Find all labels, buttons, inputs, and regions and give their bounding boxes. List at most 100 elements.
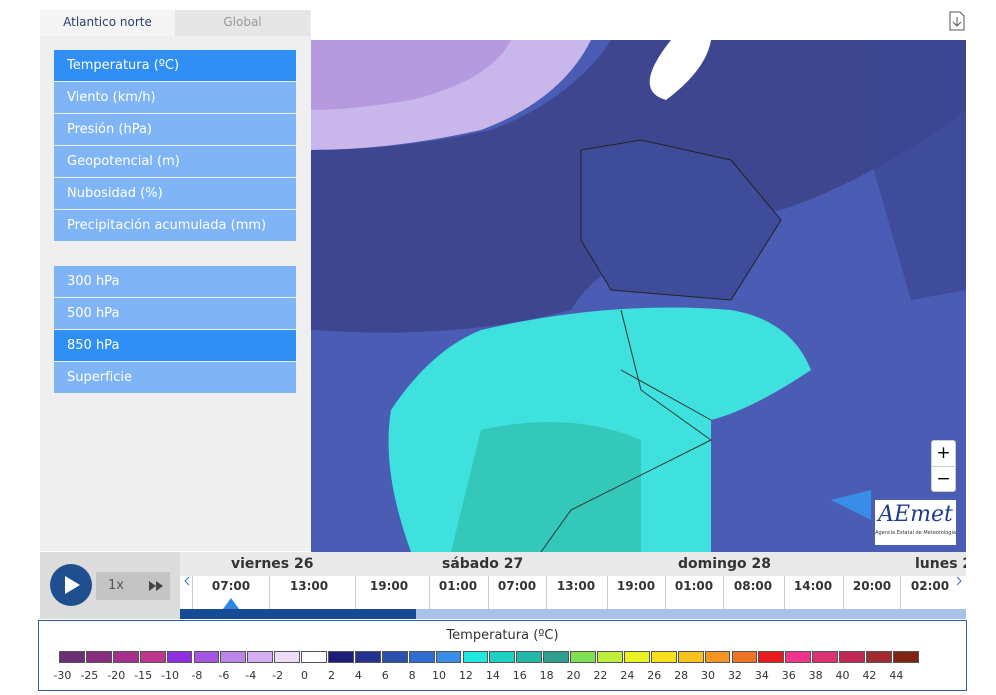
- legend-swatch: [866, 651, 892, 663]
- logo-name: AEmet: [878, 502, 953, 527]
- legend-label: 22: [593, 669, 608, 682]
- legend-label: 6: [381, 669, 389, 682]
- legend-swatch: [408, 651, 435, 663]
- time-label[interactable]: 19:00: [616, 579, 656, 593]
- legend-swatch: [85, 651, 112, 663]
- legend-label: 10: [432, 669, 447, 682]
- time-label[interactable]: 01:00: [674, 579, 714, 593]
- legend-swatch: [381, 651, 408, 663]
- legend-swatch: [193, 651, 220, 663]
- progress-fill: [180, 609, 416, 619]
- menu-item[interactable]: Precipitación acumulada (mm): [54, 210, 296, 241]
- speed-box: 1x: [96, 572, 170, 600]
- legend-label: -25: [80, 669, 99, 682]
- menu-item[interactable]: Geopotencial (m): [54, 146, 296, 177]
- time-label[interactable]: 14:00: [793, 579, 833, 593]
- zoom-control: + −: [931, 440, 956, 492]
- time-label[interactable]: 07:00: [211, 579, 251, 593]
- time-cell[interactable]: [354, 576, 424, 609]
- zoom-in[interactable]: +: [932, 441, 955, 467]
- menu-item[interactable]: 500 hPa: [54, 298, 296, 329]
- legend-swatch: [59, 651, 85, 663]
- legend-label: 44: [889, 669, 904, 682]
- menu-item[interactable]: Presión (hPa): [54, 114, 296, 145]
- legend-swatch: [758, 651, 785, 663]
- map[interactable]: [311, 40, 966, 552]
- legend-label: 34: [754, 669, 769, 682]
- legend-swatch: [516, 651, 543, 663]
- time-cell[interactable]: [664, 576, 724, 609]
- legend-swatch: [354, 651, 381, 663]
- legend-label: -10: [161, 669, 180, 682]
- legend: Temperatura (ºC) -30 -25 -20 -15 -10 -8 -6 -4 -2…: [38, 620, 967, 691]
- next-arrow[interactable]: [954, 576, 964, 586]
- legend-swatch: [731, 651, 758, 663]
- tab[interactable]: Global: [175, 10, 310, 36]
- legend-label: 32: [727, 669, 742, 682]
- time-cell[interactable]: [192, 576, 270, 609]
- legend-label: 4: [354, 669, 362, 682]
- play-button[interactable]: [49, 563, 93, 607]
- time-label[interactable]: 13:00: [556, 579, 596, 593]
- time-label[interactable]: 02:00: [910, 579, 950, 593]
- legend-label: 14: [485, 669, 500, 682]
- legend-swatch: [892, 651, 919, 663]
- day-label: viernes 26: [231, 556, 314, 572]
- menu-item[interactable]: Viento (km/h): [54, 82, 296, 113]
- legend-label: 40: [835, 669, 850, 682]
- legend-label: -4: [245, 669, 257, 682]
- legend-swatch: [570, 651, 596, 663]
- download-button[interactable]: [948, 11, 966, 31]
- legend-label: 28: [674, 669, 689, 682]
- legend-label: -6: [218, 669, 230, 682]
- time-label[interactable]: 19:00: [369, 579, 409, 593]
- time-cell[interactable]: [900, 576, 960, 609]
- legend-label: 26: [647, 669, 662, 682]
- menu-item[interactable]: 300 hPa: [54, 266, 296, 297]
- legend-swatch: [812, 651, 839, 663]
- time-cell[interactable]: [428, 576, 488, 609]
- prev-arrow[interactable]: [182, 576, 192, 586]
- menu-item[interactable]: Nubosidad (%): [54, 178, 296, 209]
- time-label[interactable]: 08:00: [733, 579, 773, 593]
- legend-swatch: [220, 651, 247, 663]
- time-cell[interactable]: [546, 576, 606, 609]
- menu-item[interactable]: 850 hPa: [54, 330, 296, 361]
- speed[interactable]: 1x: [108, 578, 124, 593]
- day-label: sábado 27: [442, 556, 524, 572]
- day-label: domingo 28: [678, 556, 771, 572]
- day-label: lunes 29: [915, 556, 966, 572]
- time-cell[interactable]: [487, 576, 547, 609]
- fast-forward[interactable]: [148, 580, 164, 592]
- time-cell[interactable]: [723, 576, 783, 609]
- legend-swatch: [650, 651, 677, 663]
- time-label[interactable]: 20:00: [852, 579, 892, 593]
- legend-label: -8: [191, 669, 203, 682]
- legend-swatch: [112, 651, 139, 663]
- legend-swatch: [435, 651, 462, 663]
- time-label[interactable]: 01:00: [438, 579, 478, 593]
- legend-label: 0: [301, 669, 309, 682]
- zoom-out[interactable]: −: [936, 469, 951, 489]
- legend-swatch: [139, 651, 166, 663]
- time-cell[interactable]: [783, 576, 843, 609]
- menu-item[interactable]: Temperatura (ºC): [54, 50, 296, 81]
- legend-swatch: [166, 651, 193, 663]
- timeline: viernes 26 sábado 27 domingo 28 lunes 29 07:…: [180, 552, 966, 619]
- legend-label: -20: [107, 669, 126, 682]
- legend-label: -30: [53, 669, 72, 682]
- tab[interactable]: Atlantico norte: [40, 10, 175, 36]
- legend-label: 2: [327, 669, 335, 682]
- time-cell[interactable]: [607, 576, 665, 609]
- legend-swatch: [247, 651, 274, 663]
- legend-label: 12: [458, 669, 473, 682]
- time-cell[interactable]: [269, 576, 349, 609]
- time-label[interactable]: 07:00: [497, 579, 537, 593]
- time-cell[interactable]: [843, 576, 901, 609]
- legend-swatch: [785, 651, 812, 663]
- legend-swatch: [839, 651, 865, 663]
- menu-item[interactable]: Superficie: [54, 362, 296, 393]
- time-label[interactable]: 13:00: [289, 579, 329, 593]
- legend-label: 18: [539, 669, 554, 682]
